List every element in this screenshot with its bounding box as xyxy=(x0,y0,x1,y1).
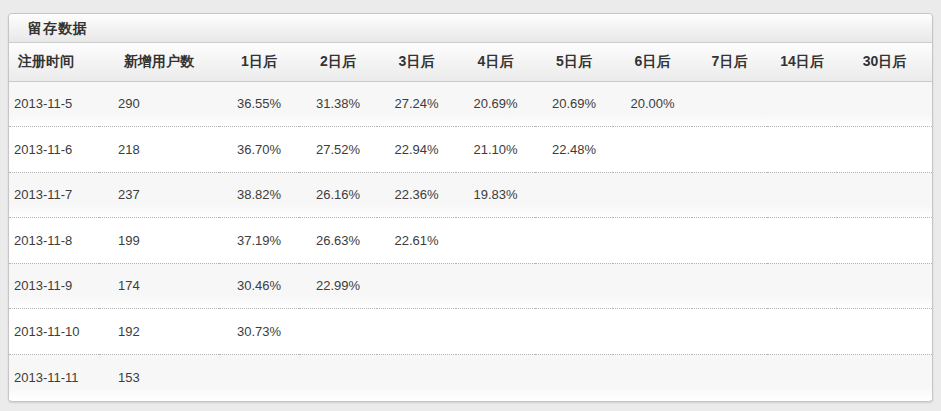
cell-day-3: 22.94% xyxy=(377,127,456,173)
column-header-day-4: 4日后 xyxy=(456,43,535,81)
column-header-day-14: 14日后 xyxy=(767,43,837,81)
cell-day-5: 20.69% xyxy=(535,81,613,127)
cell-day-1: 30.46% xyxy=(219,263,299,309)
cell-day-1: 36.55% xyxy=(219,81,299,127)
cell-day-2: 26.16% xyxy=(299,172,377,218)
cell-day-7 xyxy=(692,354,767,400)
cell-day-6 xyxy=(613,218,692,264)
cell-day-4 xyxy=(456,354,535,400)
cell-new-users: 290 xyxy=(99,81,219,127)
column-header-register-date: 注册时间 xyxy=(9,43,99,81)
cell-day-6 xyxy=(613,172,692,218)
cell-day-1: 36.70% xyxy=(219,127,299,173)
table-row: 2013-11-621836.70%27.52%22.94%21.10%22.4… xyxy=(9,127,932,173)
cell-register-date: 2013-11-10 xyxy=(9,309,99,355)
cell-new-users: 199 xyxy=(99,218,219,264)
cell-day-6 xyxy=(613,354,692,400)
cell-day-30 xyxy=(837,218,932,264)
column-header-day-30: 30日后 xyxy=(837,43,932,81)
header-row: 注册时间新增用户数1日后2日后3日后4日后5日后6日后7日后14日后30日后 xyxy=(9,43,932,81)
cell-day-7 xyxy=(692,218,767,264)
cell-day-14 xyxy=(767,263,837,309)
cell-day-30 xyxy=(837,309,932,355)
cell-day-5 xyxy=(535,172,613,218)
cell-day-6 xyxy=(613,309,692,355)
cell-day-4: 19.83% xyxy=(456,172,535,218)
retention-table: 注册时间新增用户数1日后2日后3日后4日后5日后6日后7日后14日后30日后 2… xyxy=(9,43,932,400)
cell-new-users: 237 xyxy=(99,172,219,218)
column-header-day-1: 1日后 xyxy=(219,43,299,81)
cell-day-4 xyxy=(456,309,535,355)
cell-day-2: 27.52% xyxy=(299,127,377,173)
cell-day-2 xyxy=(299,354,377,400)
column-header-day-6: 6日后 xyxy=(613,43,692,81)
cell-day-2: 26.63% xyxy=(299,218,377,264)
cell-day-14 xyxy=(767,354,837,400)
cell-day-6 xyxy=(613,127,692,173)
cell-register-date: 2013-11-11 xyxy=(9,354,99,400)
cell-day-1 xyxy=(219,354,299,400)
cell-new-users: 218 xyxy=(99,127,219,173)
cell-new-users: 153 xyxy=(99,354,219,400)
cell-day-14 xyxy=(767,172,837,218)
cell-register-date: 2013-11-6 xyxy=(9,127,99,173)
cell-register-date: 2013-11-5 xyxy=(9,81,99,127)
table-row: 2013-11-11153 xyxy=(9,354,932,400)
cell-new-users: 192 xyxy=(99,309,219,355)
cell-day-5 xyxy=(535,354,613,400)
cell-day-30 xyxy=(837,127,932,173)
table-row: 2013-11-819937.19%26.63%22.61% xyxy=(9,218,932,264)
cell-day-4: 21.10% xyxy=(456,127,535,173)
column-header-day-3: 3日后 xyxy=(377,43,456,81)
cell-day-3: 22.61% xyxy=(377,218,456,264)
cell-day-3: 22.36% xyxy=(377,172,456,218)
cell-day-14 xyxy=(767,127,837,173)
cell-day-1: 38.82% xyxy=(219,172,299,218)
cell-day-7 xyxy=(692,127,767,173)
panel-title: 留存数据 xyxy=(9,14,932,43)
cell-day-14 xyxy=(767,81,837,127)
cell-day-3 xyxy=(377,354,456,400)
cell-day-30 xyxy=(837,354,932,400)
cell-register-date: 2013-11-7 xyxy=(9,172,99,218)
cell-day-5 xyxy=(535,309,613,355)
cell-day-30 xyxy=(837,81,932,127)
cell-day-7 xyxy=(692,172,767,218)
cell-new-users: 174 xyxy=(99,263,219,309)
cell-register-date: 2013-11-9 xyxy=(9,263,99,309)
cell-day-30 xyxy=(837,172,932,218)
cell-day-6 xyxy=(613,263,692,309)
retention-data-panel: 留存数据 注册时间新增用户数1日后2日后3日后4日后5日后6日后7日后14日后3… xyxy=(8,13,933,402)
table-row: 2013-11-723738.82%26.16%22.36%19.83% xyxy=(9,172,932,218)
cell-day-1: 30.73% xyxy=(219,309,299,355)
cell-day-2: 31.38% xyxy=(299,81,377,127)
cell-day-7 xyxy=(692,263,767,309)
cell-day-2: 22.99% xyxy=(299,263,377,309)
cell-day-3 xyxy=(377,263,456,309)
cell-day-30 xyxy=(837,263,932,309)
cell-day-5: 22.48% xyxy=(535,127,613,173)
column-header-day-7: 7日后 xyxy=(692,43,767,81)
column-header-day-2: 2日后 xyxy=(299,43,377,81)
cell-day-2 xyxy=(299,309,377,355)
cell-day-4 xyxy=(456,263,535,309)
column-header-new-users: 新增用户数 xyxy=(99,43,219,81)
cell-day-5 xyxy=(535,218,613,264)
cell-day-6: 20.00% xyxy=(613,81,692,127)
cell-day-1: 37.19% xyxy=(219,218,299,264)
cell-day-7 xyxy=(692,81,767,127)
cell-day-3: 27.24% xyxy=(377,81,456,127)
cell-day-3 xyxy=(377,309,456,355)
cell-day-4: 20.69% xyxy=(456,81,535,127)
column-header-day-5: 5日后 xyxy=(535,43,613,81)
cell-register-date: 2013-11-8 xyxy=(9,218,99,264)
cell-day-7 xyxy=(692,309,767,355)
table-row: 2013-11-529036.55%31.38%27.24%20.69%20.6… xyxy=(9,81,932,127)
cell-day-14 xyxy=(767,309,837,355)
table-row: 2013-11-1019230.73% xyxy=(9,309,932,355)
cell-day-5 xyxy=(535,263,613,309)
table-row: 2013-11-917430.46%22.99% xyxy=(9,263,932,309)
cell-day-14 xyxy=(767,218,837,264)
cell-day-4 xyxy=(456,218,535,264)
